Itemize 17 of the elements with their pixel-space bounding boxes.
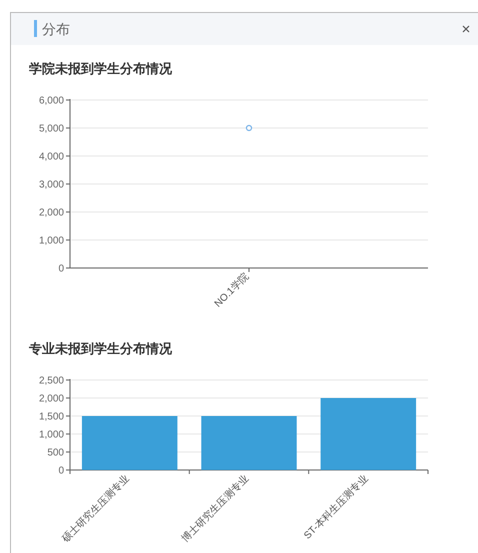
chart-title: 学院未报到学生分布情况 xyxy=(29,61,173,76)
x-tick-label: 博士研究生压测专业 xyxy=(178,472,252,545)
y-tick-label: 2,500 xyxy=(38,376,64,386)
y-tick-label: 2,000 xyxy=(38,394,64,404)
y-tick-label: 500 xyxy=(47,448,64,458)
y-tick-label: 5,000 xyxy=(38,124,64,134)
y-tick-label: 3,000 xyxy=(38,180,64,190)
y-tick-label: 0 xyxy=(58,264,64,274)
y-tick-label: 2,000 xyxy=(38,208,64,218)
x-tick-label: ST-本科生压测专业 xyxy=(301,472,370,542)
y-tick-label: 4,000 xyxy=(38,152,64,162)
chart-title: 专业未报到学生分布情况 xyxy=(28,341,173,356)
y-tick-label: 1,000 xyxy=(38,430,64,440)
y-tick-label: 1,000 xyxy=(38,236,64,246)
y-tick-label: 1,500 xyxy=(38,412,64,422)
text: 分布 xyxy=(42,21,70,37)
y-tick-label: 6,000 xyxy=(38,96,64,106)
